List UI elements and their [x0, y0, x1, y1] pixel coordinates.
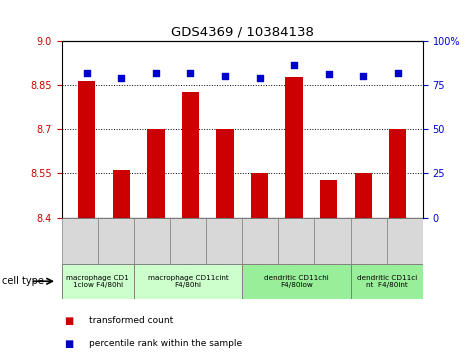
Text: cell type: cell type: [2, 276, 44, 286]
Bar: [98, 218, 134, 264]
Text: ■: ■: [64, 339, 74, 349]
Bar: [351, 218, 387, 264]
Bar: [147, 129, 164, 218]
Text: transformed count: transformed count: [89, 316, 173, 325]
Bar: [387, 218, 423, 264]
Point: [360, 73, 367, 79]
Text: ■: ■: [64, 316, 74, 326]
Point: [221, 73, 229, 79]
Bar: [320, 180, 337, 218]
Bar: [78, 81, 95, 218]
Bar: [251, 173, 268, 218]
Bar: [62, 218, 98, 264]
Text: macrophage CD11cint
F4/80hi: macrophage CD11cint F4/80hi: [148, 275, 228, 288]
Bar: [62, 264, 134, 299]
Bar: [314, 218, 351, 264]
Bar: [351, 264, 423, 299]
Bar: [278, 218, 314, 264]
Bar: [113, 170, 130, 218]
Point: [117, 75, 125, 81]
Point: [325, 72, 332, 77]
Point: [152, 70, 160, 75]
Bar: [134, 264, 242, 299]
Point: [394, 70, 401, 75]
Bar: [134, 218, 170, 264]
Bar: [242, 218, 278, 264]
Point: [187, 70, 194, 75]
Bar: [182, 92, 199, 218]
Bar: [354, 173, 372, 218]
Bar: [389, 129, 406, 218]
Point: [83, 70, 91, 75]
Text: macrophage CD1
1clow F4/80hi: macrophage CD1 1clow F4/80hi: [66, 275, 129, 288]
Bar: [242, 264, 351, 299]
Bar: [206, 218, 242, 264]
Text: percentile rank within the sample: percentile rank within the sample: [89, 339, 242, 348]
Title: GDS4369 / 10384138: GDS4369 / 10384138: [171, 25, 314, 38]
Text: dendritic CD11ci
nt  F4/80int: dendritic CD11ci nt F4/80int: [357, 275, 417, 288]
Text: dendritic CD11chi
F4/80low: dendritic CD11chi F4/80low: [264, 275, 329, 288]
Bar: [216, 129, 234, 218]
Bar: [170, 218, 206, 264]
Bar: [285, 77, 303, 218]
Point: [290, 63, 298, 68]
Point: [256, 75, 263, 81]
